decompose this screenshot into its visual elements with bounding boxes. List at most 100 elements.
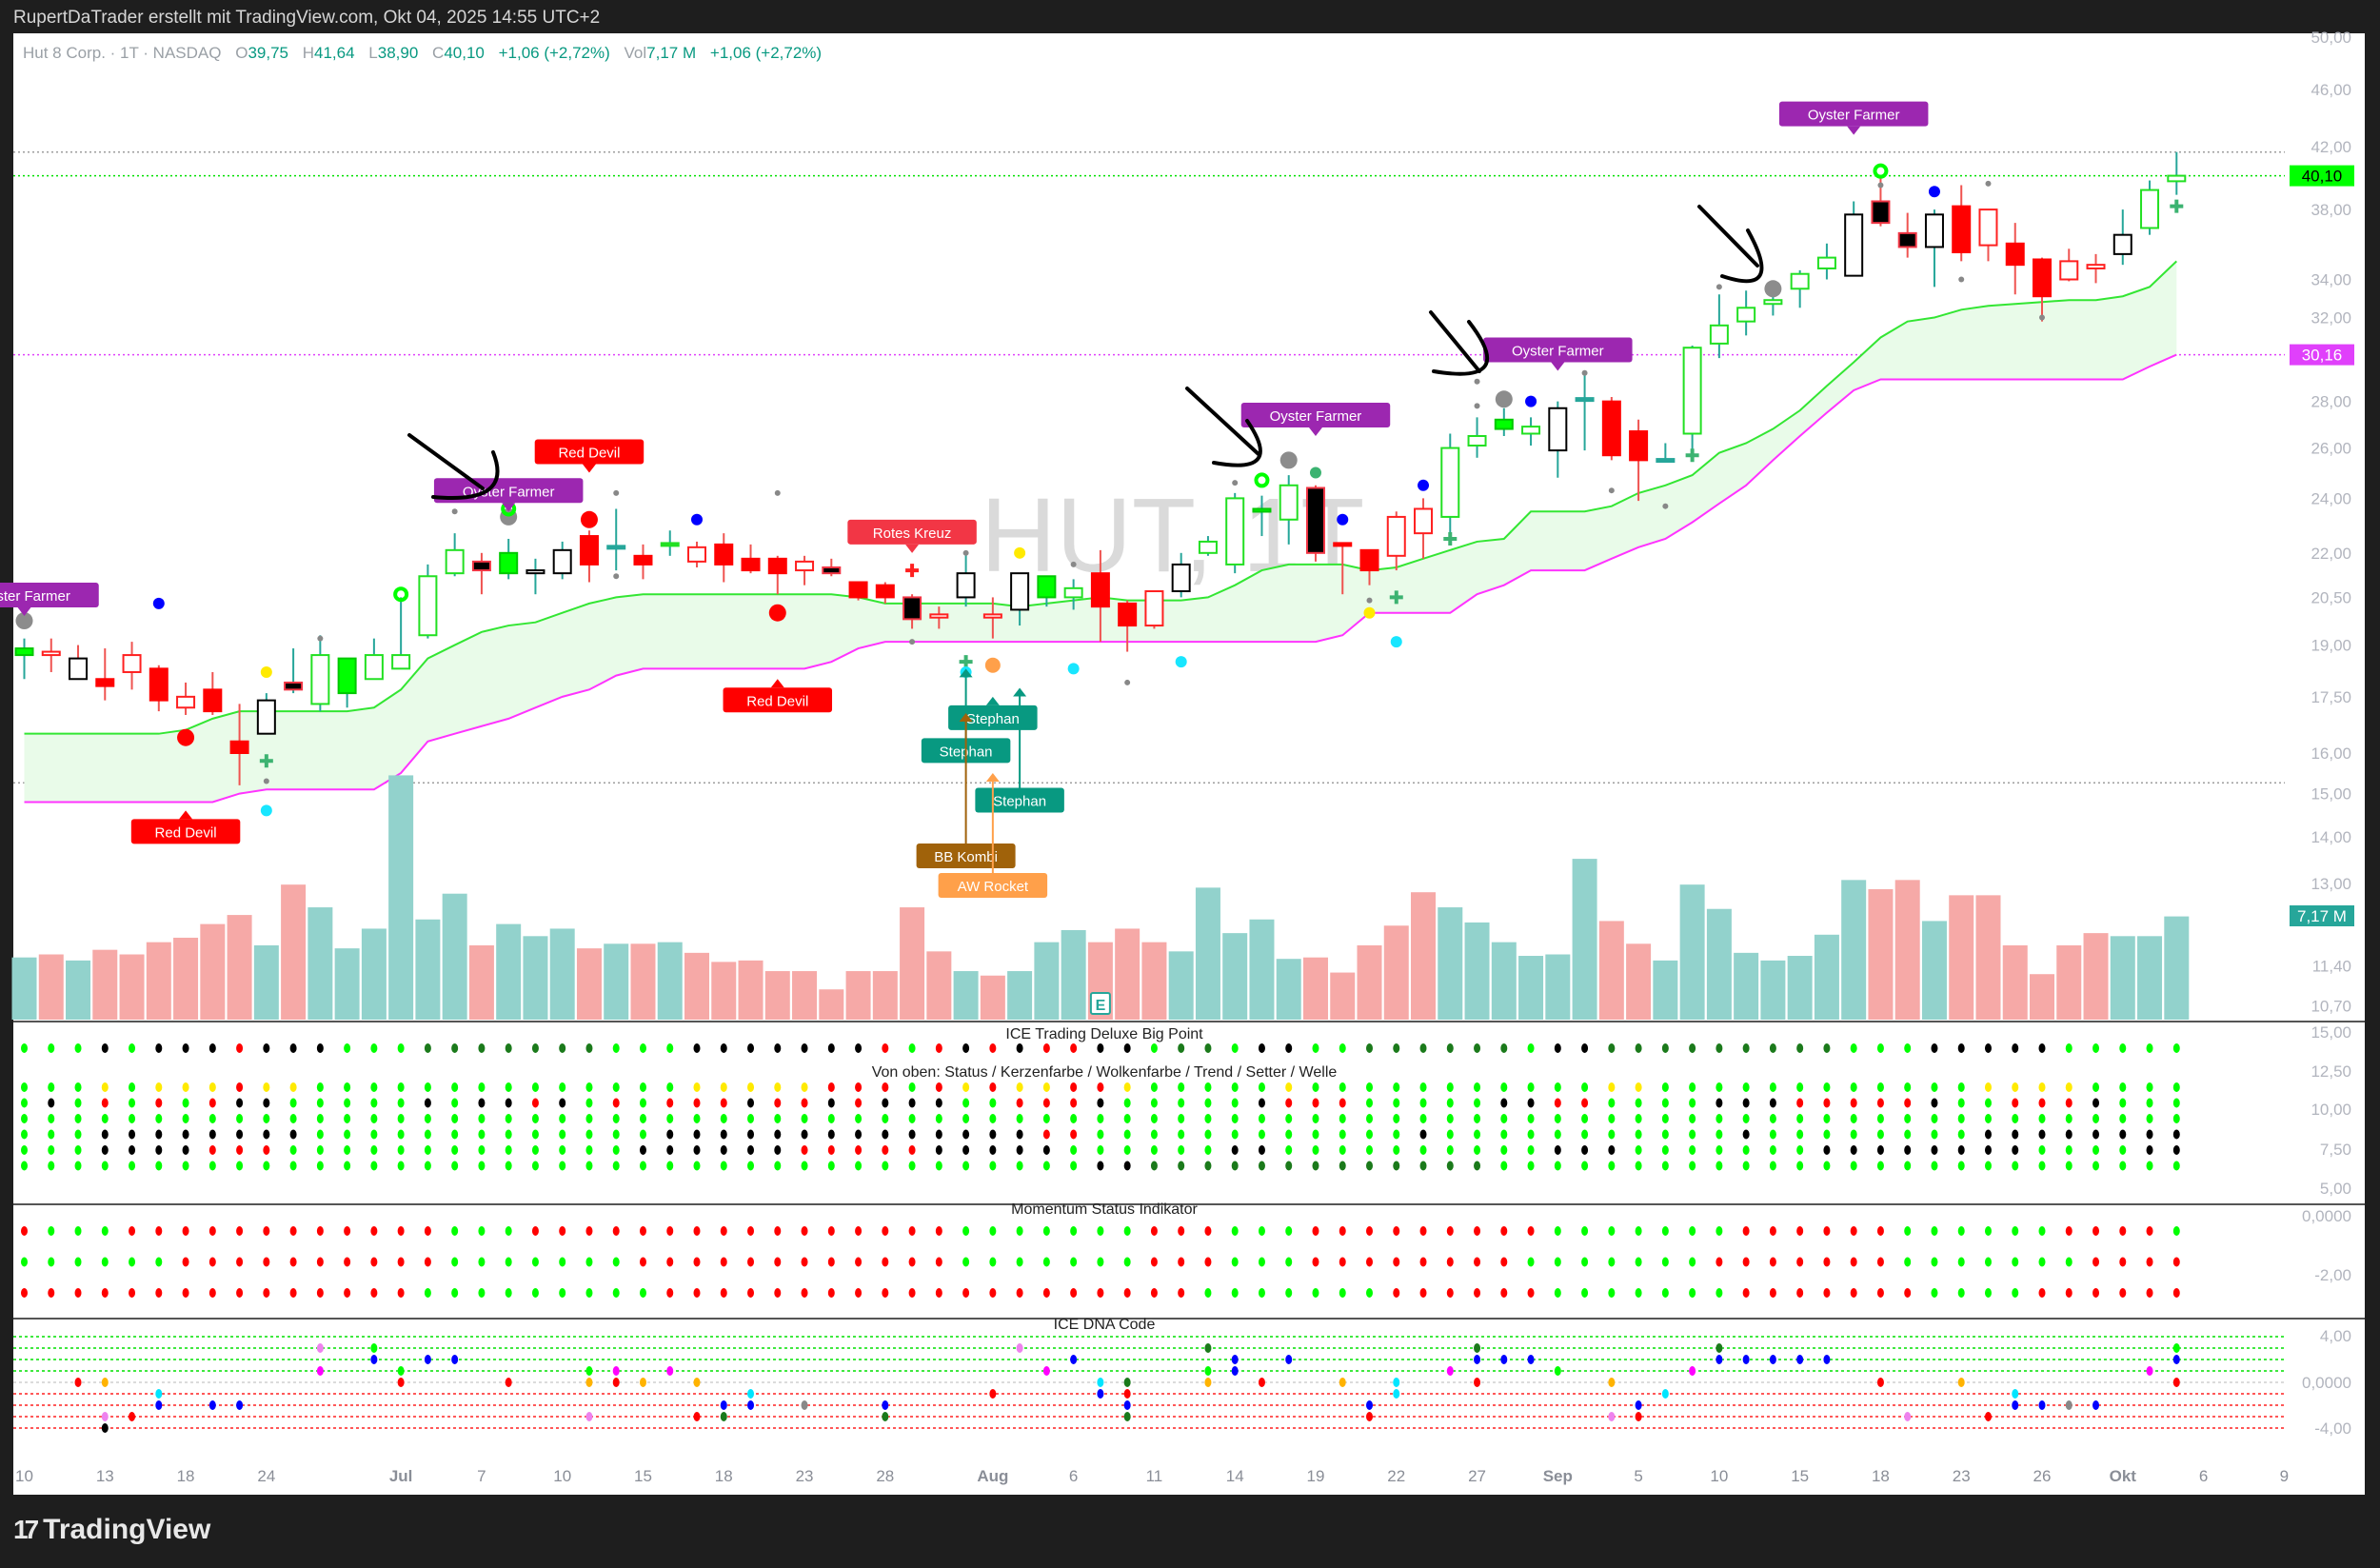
candle[interactable] [660,530,680,556]
candle[interactable] [176,682,196,715]
candle[interactable] [741,544,761,574]
candle[interactable] [69,645,89,681]
candle[interactable] [848,581,868,601]
candle[interactable] [2112,209,2132,266]
candle[interactable] [1521,417,1541,447]
candle[interactable] [337,657,357,708]
candle[interactable] [633,544,653,580]
candle[interactable] [714,533,734,583]
candle[interactable] [95,648,115,701]
big-point-pane[interactable]: ICE Trading Deluxe Big Point Von oben: St… [21,1023,2351,1198]
signal-label[interactable]: Oyster Farmer [1240,402,1391,436]
candle[interactable] [1440,433,1460,542]
candle[interactable] [1790,269,1810,308]
candle[interactable] [795,555,815,586]
candle[interactable] [1333,542,1353,595]
candle[interactable] [1414,498,1434,559]
signal-label[interactable]: Oyster Farmer [1778,101,1929,135]
candle[interactable] [122,642,142,690]
candle[interactable] [1037,575,1057,607]
candle[interactable] [606,508,626,571]
candle[interactable] [445,533,465,577]
candle[interactable] [929,606,949,629]
candle[interactable] [2086,253,2106,284]
candle[interactable] [1871,177,1891,227]
candle[interactable] [1575,370,1595,451]
candle[interactable] [1897,212,1917,258]
signal-label[interactable]: Red Devil [130,810,241,844]
candle[interactable] [364,638,384,681]
signal-label[interactable]: Stephan [948,696,1038,730]
candle[interactable] [1467,417,1487,458]
candle[interactable] [2059,248,2079,282]
candle[interactable] [1548,401,1568,478]
candle[interactable] [526,558,545,595]
candle[interactable] [1494,407,1514,436]
candle[interactable] [391,597,411,670]
candle[interactable] [2167,151,2187,195]
candle[interactable] [875,582,895,604]
candle[interactable] [1844,201,1864,277]
candle[interactable] [1144,590,1164,629]
candle[interactable] [499,538,519,580]
candle[interactable] [1225,492,1245,574]
candle[interactable] [149,665,169,712]
candle[interactable] [1252,495,1272,537]
candle[interactable] [418,564,438,639]
candle[interactable] [1952,185,1972,262]
candle[interactable] [229,704,249,785]
signal-label[interactable]: Oyster Farmer [0,583,99,617]
candle[interactable] [1709,294,1729,359]
candle[interactable] [2140,180,2160,235]
candle[interactable] [552,541,572,580]
candle[interactable] [902,594,922,629]
candle[interactable] [1386,511,1406,571]
candle[interactable] [256,693,276,735]
candle[interactable] [1978,208,1998,262]
candle[interactable] [284,648,304,694]
candle[interactable] [471,552,491,595]
earnings-marker[interactable] [1089,992,1111,1015]
signal-label[interactable]: Stephan [975,687,1064,813]
signal-label[interactable]: Red Devil [723,679,833,713]
candle[interactable] [1171,552,1191,598]
tradingview-logo[interactable]: 17 TradingView [13,1514,210,1546]
signal-label[interactable]: AW Rocket [938,772,1048,898]
candle[interactable] [1118,600,1138,652]
candle[interactable] [579,530,599,583]
candle[interactable] [1629,419,1649,502]
candle[interactable] [1682,346,1702,451]
candle[interactable] [1601,396,1621,461]
candle[interactable] [687,541,706,567]
dna-pane[interactable]: ICE DNA Code 4,00 0,0000 -4,00 [13,1317,2351,1438]
signal-label[interactable]: Rotes Kreuz [847,519,977,553]
candle[interactable] [1198,536,1218,556]
candle[interactable] [956,552,976,607]
candle[interactable] [1924,209,1944,288]
candle[interactable] [1359,548,1379,586]
candle[interactable] [1736,290,1756,336]
candle[interactable] [203,671,223,715]
candle[interactable] [41,638,61,672]
candle[interactable] [1090,549,1110,643]
signal-label[interactable]: Oyster Farmer [1483,337,1633,371]
candle[interactable] [1816,243,1836,280]
candle[interactable] [822,558,842,577]
candle[interactable] [310,635,330,712]
candle[interactable] [1305,485,1325,562]
candle[interactable] [1063,579,1083,610]
signal-label[interactable]: BB Kombi [916,713,1016,869]
candle[interactable] [1656,443,1676,464]
symbol-name[interactable]: Hut 8 Corp. · 1T · NASDAQ [23,44,222,62]
signal-label[interactable]: Red Devil [534,439,645,473]
candle[interactable] [982,597,1002,639]
candle[interactable] [2033,257,2052,322]
momentum-pane[interactable]: Momentum Status Indikator 0,0000 -2,00 [21,1201,2351,1298]
candle[interactable] [1010,572,1030,626]
candle[interactable] [2005,223,2025,295]
candle[interactable] [767,555,787,595]
candle[interactable] [1279,475,1299,545]
candle[interactable] [14,638,34,680]
